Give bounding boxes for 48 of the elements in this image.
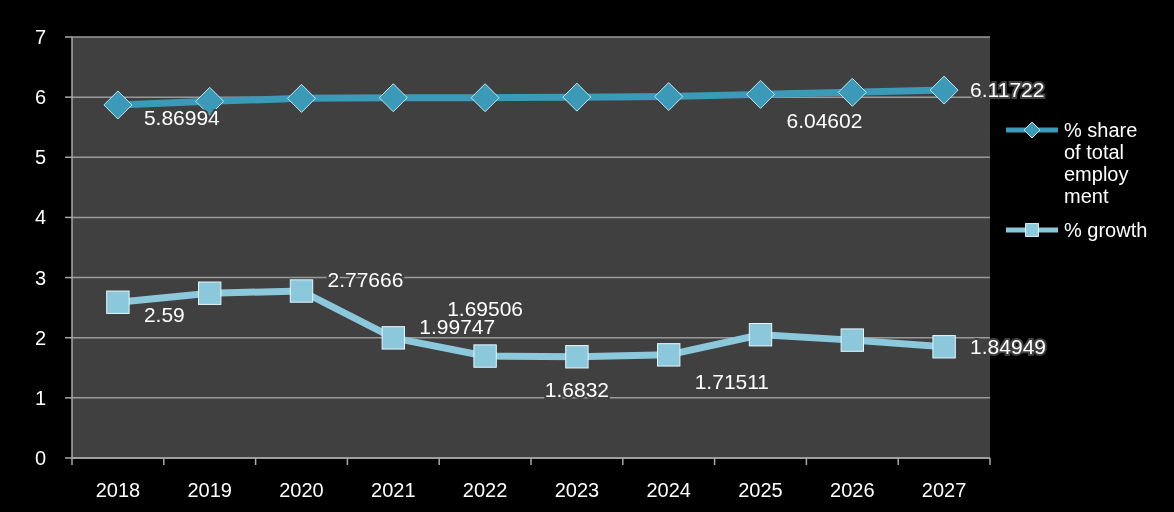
point [378,83,408,113]
data-label: 6.04602 [786,109,863,133]
x-tick-label: 2023 [554,479,600,501]
legend-label: % growth [1064,219,1148,241]
point [746,79,775,109]
y-tick-label: 6 [34,86,46,109]
point [837,77,867,107]
point [198,281,222,305]
y-tick-label: 2 [34,326,46,349]
point [470,83,500,113]
x-tick-label: 2018 [95,479,141,501]
data-label: 5.86994 [143,105,221,129]
data-label: 1.6832 [544,377,610,401]
point [929,75,959,105]
point [381,326,405,350]
x-tick-label: 2027 [921,479,967,501]
point [565,345,589,369]
point [287,83,316,113]
x-tick-label: 2022 [462,479,508,501]
data-label: 6.11722 [970,78,1045,102]
point [654,82,684,112]
x-tick-label: 2019 [187,479,232,501]
y-tick-label: 3 [34,266,46,289]
point [289,279,314,303]
x-tick-label: 2025 [738,479,783,501]
y-tick-label: 0 [34,447,46,469]
data-label: 2.77666 [327,268,404,291]
y-tick-label: 4 [34,206,46,229]
data-label: 2.59 [143,303,185,327]
y-tick-label: 7 [34,26,46,48]
point [932,335,956,359]
x-tick-label: 2020 [279,479,324,501]
x-tick-label: 2021 [371,479,416,501]
point [748,323,773,347]
data-label: 1.71511 [694,369,770,393]
point [657,343,681,367]
point [562,82,592,112]
x-tick-label: 2026 [830,479,875,501]
point [103,90,133,120]
point [473,344,497,368]
y-tick-label: 5 [34,146,46,169]
y-tick-label: 1 [34,386,46,409]
point [840,328,864,352]
legend-label: % share of total employment [1064,119,1138,207]
data-label: 1.69506 [447,297,524,321]
x-tick-label: 2024 [646,479,691,501]
data-label: 1.84949 [970,334,1047,358]
point [106,290,130,314]
